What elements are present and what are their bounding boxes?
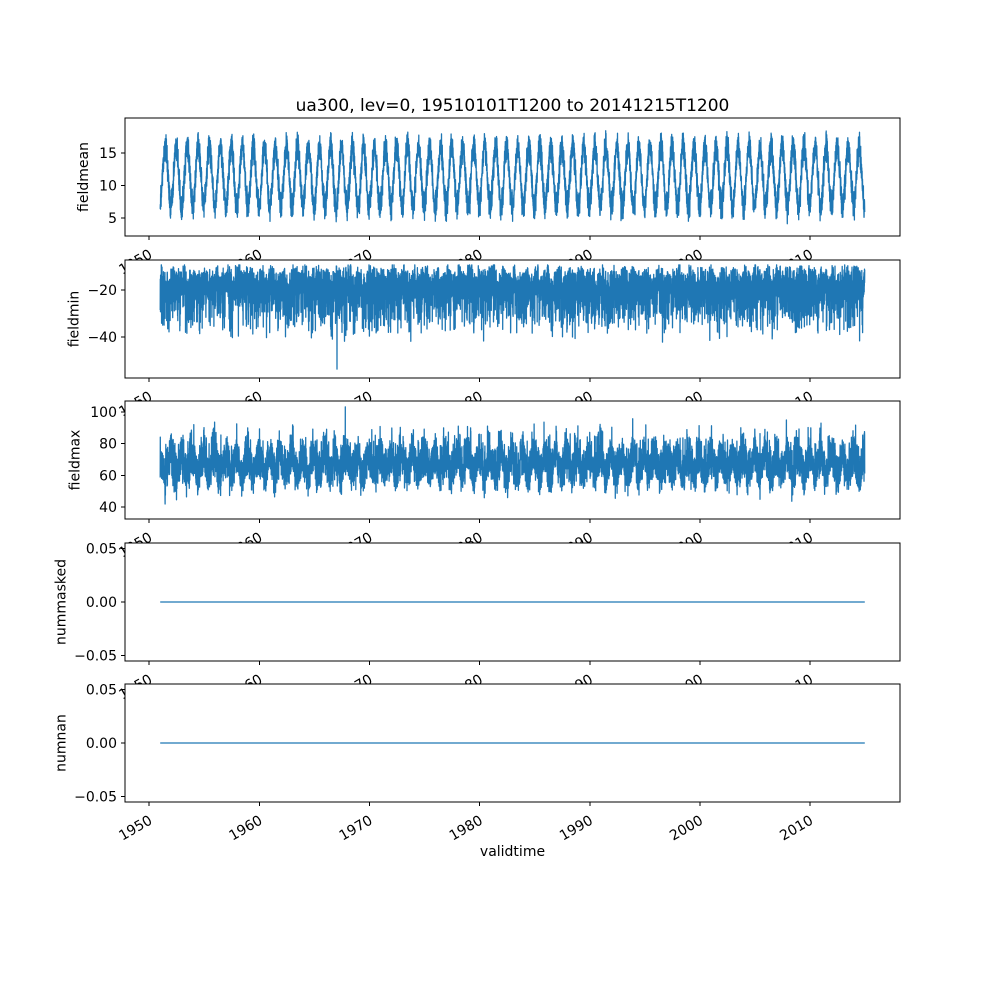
y-tick-label: −40: [87, 330, 117, 346]
y-tick-label: 0.00: [86, 736, 117, 752]
series-line-fieldmin: [159, 264, 866, 370]
x-axis-label: validtime: [480, 844, 545, 860]
y-tick-label: −0.05: [74, 649, 117, 665]
axes-box: [124, 400, 901, 520]
y-tick-label: 15: [99, 146, 117, 162]
axes-box: [124, 259, 901, 379]
y-axis-label: nummasked: [53, 559, 69, 645]
y-tick-label: 60: [99, 468, 117, 484]
subplot-nummasked: 0.050.00−0.05195019601970198019902000201…: [53, 541, 901, 703]
y-tick-label: 0.00: [86, 595, 117, 611]
y-tick-label: 80: [99, 437, 117, 453]
y-axis-label: fieldmean: [76, 142, 92, 212]
y-axis-label: fieldmin: [67, 291, 83, 348]
series-line-fieldmax: [159, 406, 866, 505]
y-tick-label: 40: [99, 500, 117, 516]
y-tick-label: −20: [87, 283, 117, 299]
chart-title: ua300, lev=0, 19510101T1200 to 20141215T…: [296, 96, 730, 116]
y-axis-label: numnan: [53, 714, 69, 772]
y-tick-label: 0.05: [86, 682, 117, 698]
y-tick-label: 100: [90, 405, 117, 421]
subplot-fieldmin: −20−401950196019701980199020002010fieldm…: [67, 259, 901, 420]
series-line-fieldmean: [159, 130, 866, 225]
y-axis-label: fieldmax: [67, 430, 83, 491]
axes-box: [124, 117, 901, 237]
y-tick-label: 0.05: [86, 541, 117, 557]
y-tick-label: 5: [108, 211, 117, 227]
y-tick-label: −0.05: [74, 790, 117, 806]
y-tick-label: 10: [99, 178, 117, 194]
